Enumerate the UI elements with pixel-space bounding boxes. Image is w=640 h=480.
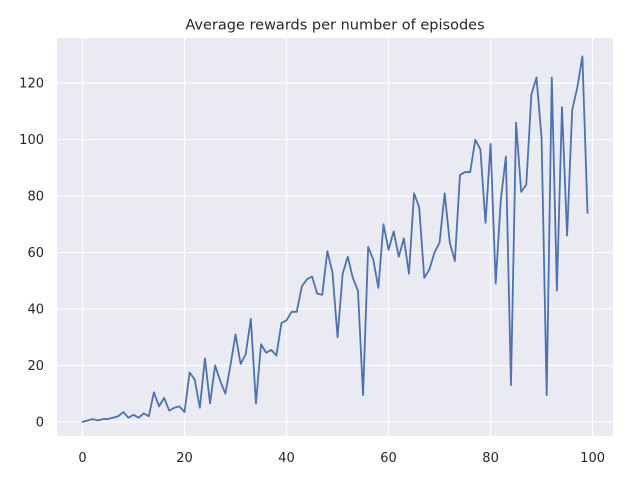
y-tick-label: 0: [36, 415, 44, 430]
x-tick-label: 20: [176, 451, 193, 466]
x-tick-label: 60: [380, 451, 397, 466]
y-tick-label: 60: [27, 246, 44, 261]
y-tick-label: 120: [19, 77, 44, 92]
y-tick-label: 40: [27, 302, 44, 317]
y-tick-label: 80: [27, 190, 44, 205]
x-axis: 0 20 40 60 80 100: [78, 451, 605, 466]
y-tick-label: 100: [19, 133, 44, 148]
y-axis: 0 20 40 60 80 100 120: [19, 77, 44, 431]
x-tick-label: 0: [78, 451, 86, 466]
x-tick-label: 100: [580, 451, 605, 466]
x-tick-label: 80: [482, 451, 499, 466]
series-line-0: [81, 55, 589, 423]
y-tick-label: 20: [27, 359, 44, 374]
x-tick-label: 40: [278, 451, 295, 466]
plot-area: [57, 38, 613, 436]
series-layer: [81, 55, 589, 423]
chart-title: Average rewards per number of episodes: [185, 18, 484, 34]
